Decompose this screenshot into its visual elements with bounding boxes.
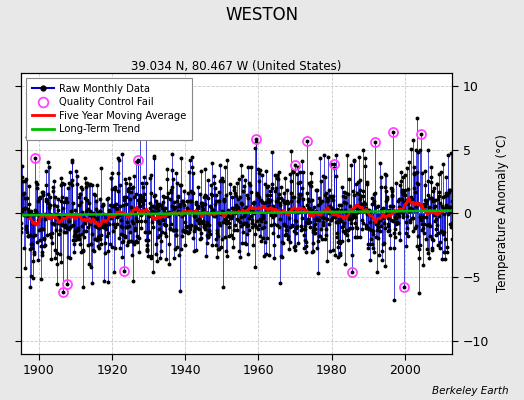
Legend: Raw Monthly Data, Quality Control Fail, Five Year Moving Average, Long-Term Tren: Raw Monthly Data, Quality Control Fail, …: [26, 78, 192, 140]
Text: Berkeley Earth: Berkeley Earth: [432, 386, 508, 396]
Text: WESTON: WESTON: [225, 6, 299, 24]
Y-axis label: Temperature Anomaly (°C): Temperature Anomaly (°C): [496, 134, 509, 292]
Title: 39.034 N, 80.467 W (United States): 39.034 N, 80.467 W (United States): [131, 60, 342, 73]
